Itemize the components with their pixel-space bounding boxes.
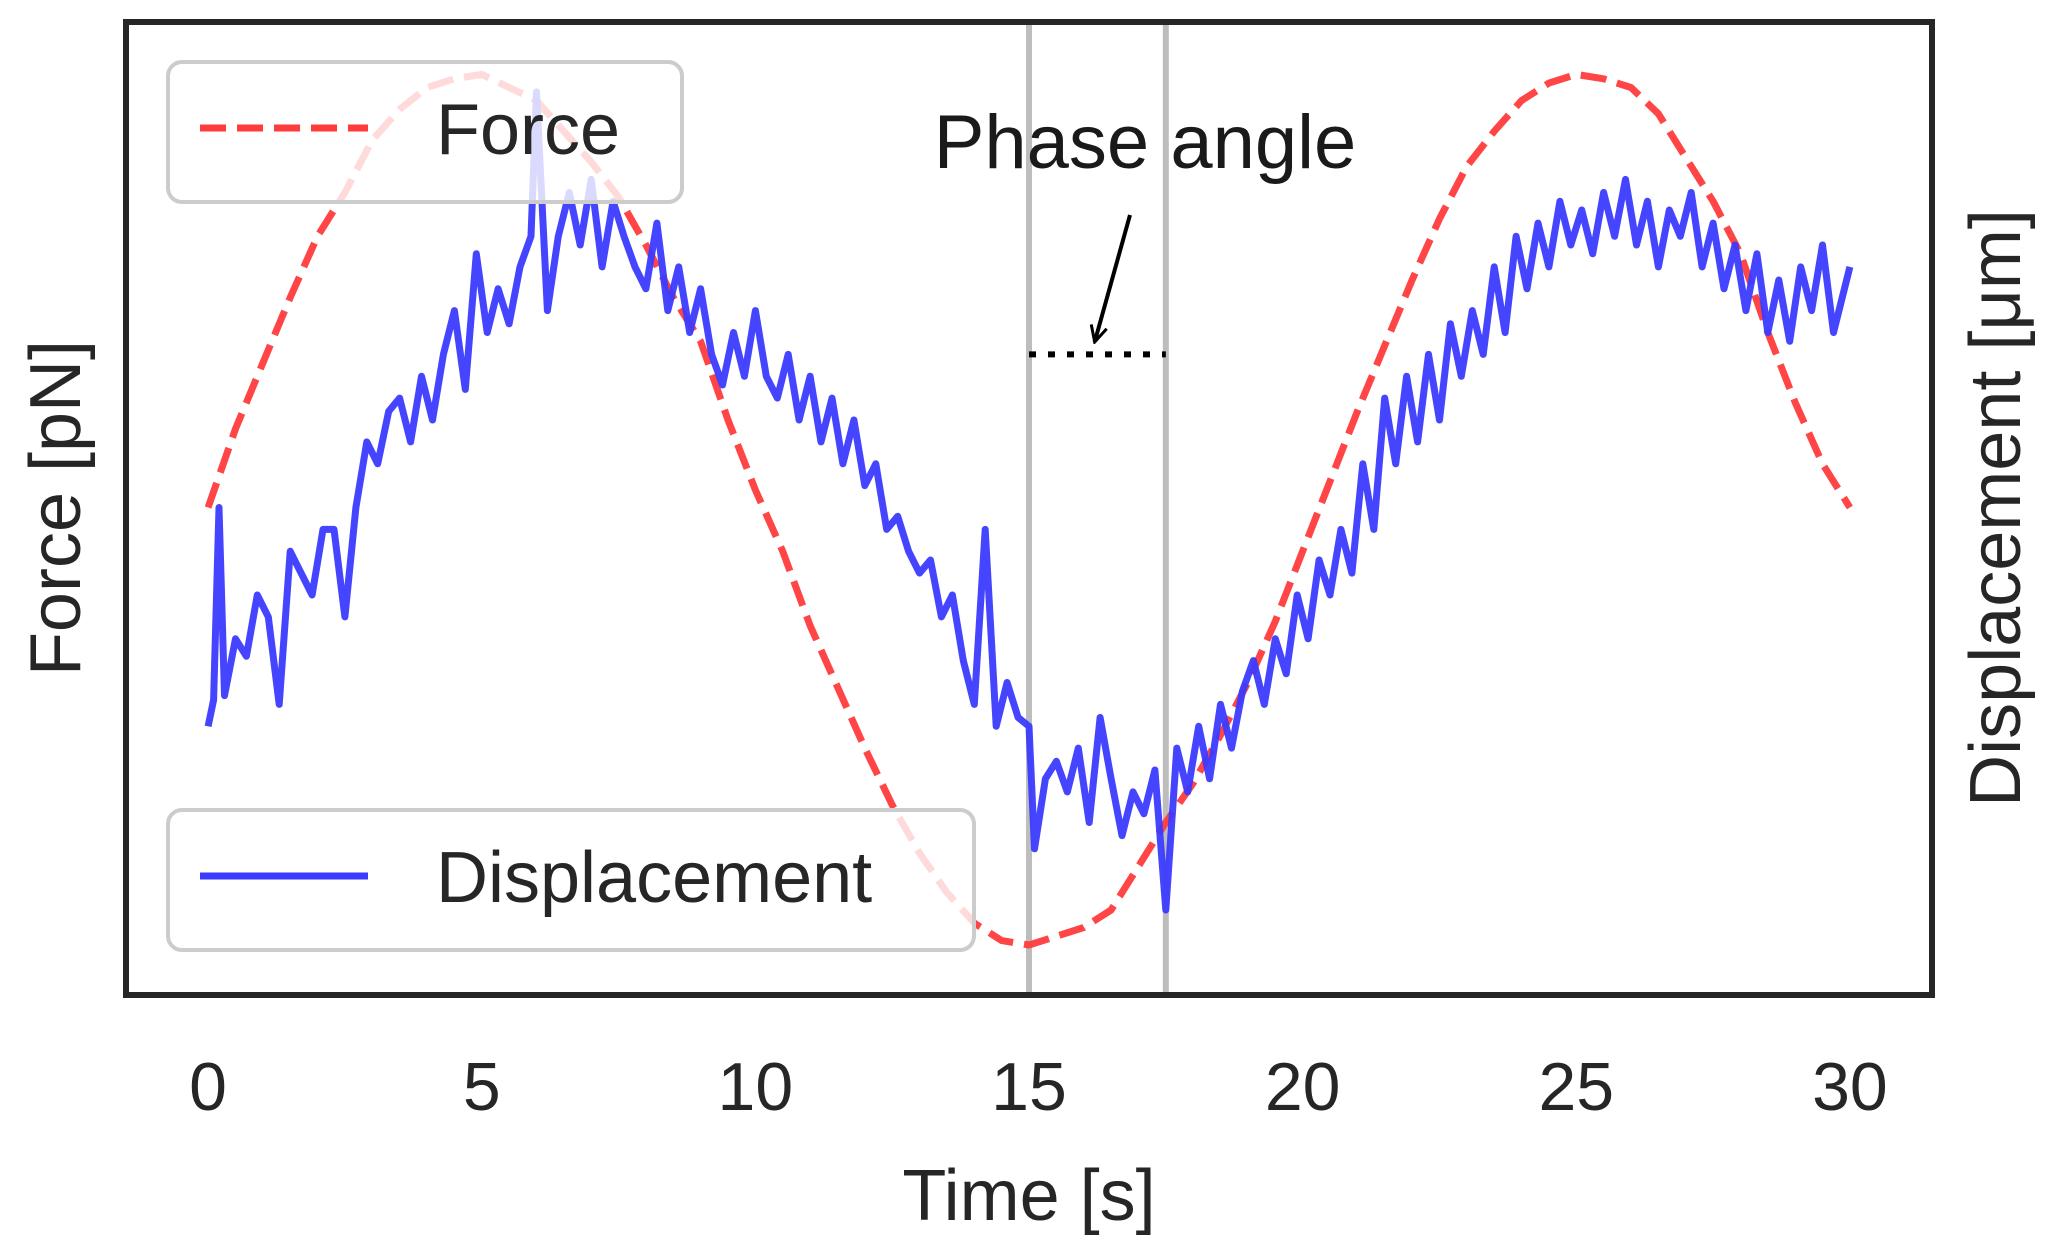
x-axis-ticks: 0 5 10 15 20 25 30 <box>189 1049 1888 1125</box>
y-axis-left-label: Force [pN] <box>16 340 96 676</box>
reference-lines <box>1026 22 1169 995</box>
legend-force-label: Force <box>436 90 620 170</box>
legend-displacement: Displacement <box>166 808 976 952</box>
legend-displacement-box <box>166 808 976 952</box>
legend-force-box <box>166 60 684 204</box>
x-tick-label: 0 <box>189 1049 227 1125</box>
legend-force: Force <box>166 60 684 204</box>
series-line-displacement <box>204 88 1854 914</box>
plot-frame <box>123 19 1935 998</box>
phase-angle-annotation: Phase angle <box>934 100 1357 185</box>
x-tick-label: 5 <box>463 1049 501 1125</box>
x-tick-label: 30 <box>1812 1049 1888 1125</box>
phase-angle-arrow <box>1095 214 1132 342</box>
legend-displacement-label: Displacement <box>436 838 872 918</box>
x-tick-label: 20 <box>1265 1049 1341 1125</box>
x-axis-label: Time [s] <box>902 1156 1155 1236</box>
x-tick-label: 10 <box>718 1049 794 1125</box>
y-axis-right-label: Displacement [μm] <box>1956 209 2036 807</box>
x-tick-label: 25 <box>1538 1049 1614 1125</box>
x-tick-label: 15 <box>991 1049 1067 1125</box>
